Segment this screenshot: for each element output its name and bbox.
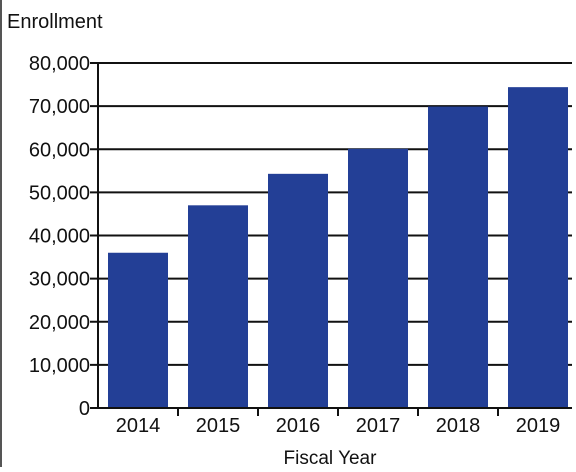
x-tick-labels: 2014 2015 2016 2017 2018 2019 — [116, 415, 561, 437]
bars — [108, 87, 568, 409]
y-axis-label: Enrollment — [7, 11, 103, 33]
x-tick-label: 2018 — [436, 415, 481, 437]
grid-lines — [90, 62, 572, 366]
y-tick-labels: 0 10,000 20,000 30,000 40,000 50,000 60,000 70,… — [29, 53, 90, 420]
bar — [508, 87, 568, 409]
y-tick-label: 30,000 — [29, 269, 90, 291]
axes — [90, 62, 572, 416]
x-tick-label: 2017 — [356, 415, 401, 437]
y-tick-label: 0 — [79, 398, 90, 420]
x-axis-label: Fiscal Year — [284, 448, 378, 467]
bar — [188, 205, 248, 408]
y-tick-label: 70,000 — [29, 96, 90, 118]
y-tick-label: 50,000 — [29, 182, 90, 204]
y-tick-label: 80,000 — [29, 53, 90, 75]
x-tick-label: 2019 — [516, 415, 561, 437]
x-tick-label: 2015 — [196, 415, 241, 437]
bar — [268, 173, 328, 408]
x-tick-label: 2014 — [116, 415, 161, 437]
y-tick-label: 60,000 — [29, 139, 90, 161]
y-tick-label: 20,000 — [29, 312, 90, 334]
y-tick-label: 10,000 — [29, 355, 90, 377]
y-tick-label: 40,000 — [29, 226, 90, 248]
x-tick-label: 2016 — [276, 415, 321, 437]
bar — [108, 252, 168, 408]
bar — [348, 148, 408, 408]
bar — [428, 106, 488, 409]
